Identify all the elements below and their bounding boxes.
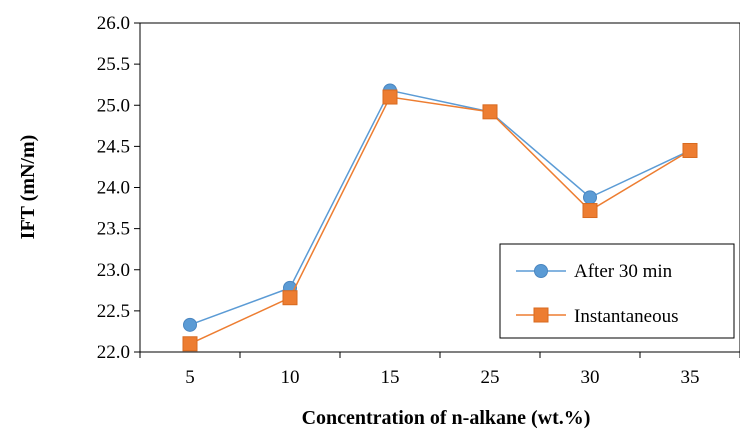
legend-marker-after-30-min <box>534 264 548 278</box>
y-axis-ticks: 22.0 22.5 23.0 23.5 24.0 24.5 25.0 25.5 26.0 <box>97 13 140 363</box>
y-tick-label: 25.0 <box>97 95 130 116</box>
legend-label-after-30-min: After 30 min <box>574 261 673 282</box>
y-tick-label: 24.5 <box>97 136 130 157</box>
data-point-instantaneous <box>682 142 698 158</box>
legend-marker-instantaneous <box>533 307 549 323</box>
series-layer <box>182 83 698 352</box>
x-tick-label: 30 <box>581 367 600 388</box>
x-tick-label: 35 <box>681 367 700 388</box>
series-line-after-30-min <box>189 89 691 326</box>
series-line-instantaneous <box>189 96 691 345</box>
data-point-instantaneous <box>182 336 198 352</box>
data-point-instantaneous <box>382 89 398 105</box>
series-instantaneous <box>182 89 698 352</box>
x-tick-label: 25 <box>481 367 500 388</box>
data-point-after-30-min <box>583 190 597 205</box>
y-tick-label: 26.0 <box>97 13 130 34</box>
data-point-instantaneous <box>582 203 598 219</box>
x-tick-label: 15 <box>381 367 400 388</box>
x-tick-label: 10 <box>281 367 300 388</box>
y-tick-label: 23.0 <box>97 260 130 281</box>
data-point-instantaneous <box>282 290 298 306</box>
legend: After 30 min Instantaneous <box>499 243 735 339</box>
x-tick-label: 5 <box>185 367 195 388</box>
y-tick-label: 22.5 <box>97 301 130 322</box>
x-axis-ticks: 5 10 15 25 30 35 <box>139 352 740 388</box>
y-tick-label: 23.5 <box>97 219 130 240</box>
x-axis-title: Concentration of n-alkane (wt.%) <box>302 407 591 429</box>
y-tick-label: 24.0 <box>97 178 130 199</box>
plot-area <box>139 22 740 353</box>
legend-label-instantaneous: Instantaneous <box>574 306 678 327</box>
y-tick-label: 25.5 <box>97 54 130 75</box>
y-axis-title: IFT (mN/m) <box>17 135 39 240</box>
data-point-after-30-min <box>183 317 197 332</box>
data-point-instantaneous <box>482 104 498 120</box>
y-tick-label: 22.0 <box>97 342 130 363</box>
